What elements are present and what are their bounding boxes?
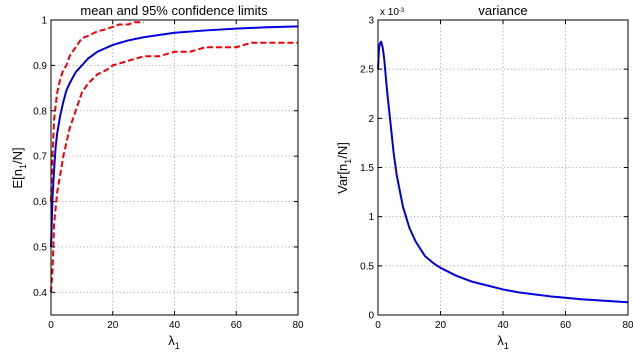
y-tick-label: 3 [368,16,374,27]
y-tick-label: 1 [368,212,374,223]
series-group-mean [50,21,299,293]
ticks-variance: 0 20 40 60 80 0 0.5 1 1.5 2 2.5 3 [360,16,633,332]
y-tick-label: 2 [368,114,374,125]
panel-variance: variance 0 20 40 60 80 0 0.5 1 1.5 2 2.5 3 x 10-3 λ… [335,3,633,351]
chart-title-mean: mean and 95% confidence limits [80,3,268,18]
y-tick-label: 2.5 [360,65,374,76]
x-tick-label: 0 [48,320,54,331]
x-tick-label: 40 [497,320,509,331]
y-tick-label: 0.5 [360,261,374,272]
series-line-mean-3 [50,41,298,293]
y-tick-label: 0 [368,311,374,322]
x-tick-label: 80 [622,320,633,331]
x-tick-label: 0 [375,320,381,331]
series-group-variance [377,40,629,304]
x-axis-label-variance: λ1 [497,333,509,351]
y-tick-label: 0.5 [33,242,47,253]
x-tick-label: 60 [231,320,243,331]
y-tick-label: 1.5 [360,163,374,174]
y-axis-label-variance: Var[n1/N] [335,142,353,194]
ticks-mean: 0 20 40 60 80 0.4 0.5 0.6 0.7 0.8 0.9 1 [33,16,304,332]
x-tick-label: 60 [560,320,572,331]
series-line-variance-1 [377,40,629,304]
y-multiplier-label: x 10-3 [380,7,405,18]
y-tick-label: 0.6 [33,197,47,208]
grid-variance [378,20,628,315]
series-line-mean-1 [50,25,299,247]
y-tick-label: 1 [41,16,47,27]
x-tick-label: 80 [292,320,304,331]
chart-title-variance: variance [478,3,527,18]
y-tick-label: 0.9 [33,61,47,72]
x-tick-label: 20 [107,320,119,331]
x-axis-label-mean: λ1 [168,333,180,351]
panel-mean: mean and 95% confidence limits 0 20 40 60 80… [10,3,304,351]
x-tick-label: 20 [435,320,447,331]
grid-mean [51,20,298,315]
y-tick-label: 0.4 [33,288,47,299]
y-tick-label: 0.7 [33,152,47,163]
series-line-mean-2 [50,21,144,202]
x-tick-label: 40 [169,320,181,331]
y-axis-label-mean: E[n1/N] [10,147,28,188]
y-tick-label: 0.8 [33,106,47,117]
